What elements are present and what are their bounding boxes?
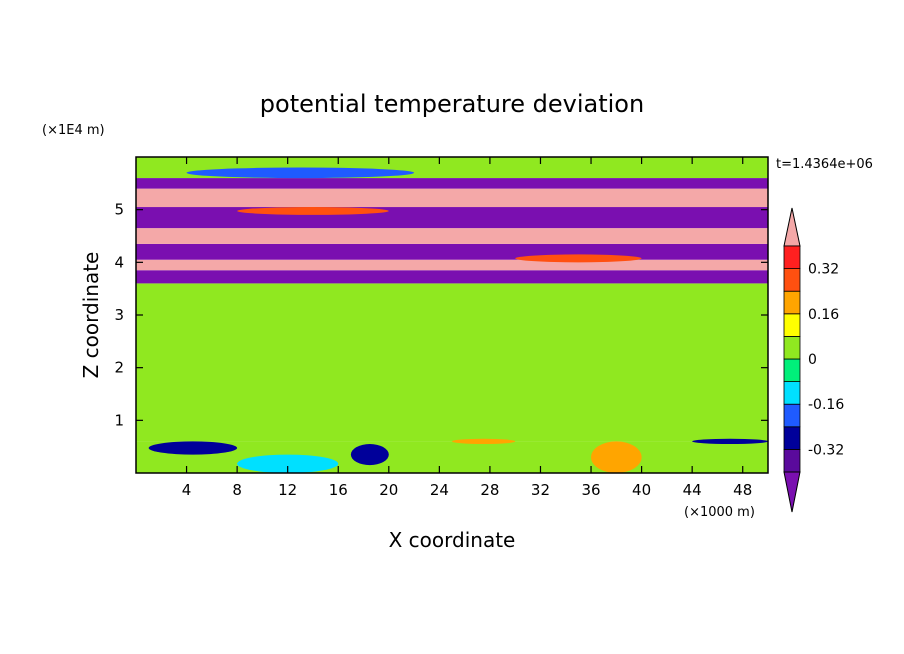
x-tick-label: 4 <box>182 481 192 499</box>
time-label: t=1.4364e+06 <box>776 157 873 172</box>
colorbar-tick-label: 0.16 <box>808 307 839 323</box>
contour-patch-0 <box>148 441 238 455</box>
contour-patch-3 <box>452 438 516 445</box>
contour-patch-2 <box>350 444 389 466</box>
contour-patch-4 <box>591 441 642 473</box>
contour-band-7 <box>136 188 768 208</box>
x-unit-label: (×1000 m) <box>684 505 755 520</box>
colorbar-arrow-top <box>783 207 801 247</box>
x-tick-label: 36 <box>581 481 600 499</box>
colorbar-swatch <box>783 358 801 383</box>
y-tick-label: 2 <box>114 359 124 377</box>
x-tick-label: 48 <box>733 481 752 499</box>
colorbar-swatch <box>783 448 801 473</box>
contour-patch-1 <box>237 454 339 473</box>
x-tick-label: 28 <box>480 481 499 499</box>
colorbar-tick-label: 0.32 <box>808 262 839 278</box>
y-tick-label: 1 <box>114 411 124 429</box>
contour-patch-6 <box>186 167 415 179</box>
contour-patch-5 <box>692 438 768 445</box>
colorbar-swatch <box>783 313 801 337</box>
colorbar-swatch <box>783 268 801 292</box>
colorbar-tick-label: 0 <box>808 352 817 368</box>
contour-patch-7 <box>237 207 389 215</box>
y-axis: 1 2 3 4 5 <box>114 201 768 429</box>
colorbar-tick-label: -0.32 <box>808 442 844 458</box>
y-axis-label: Z coordinate <box>79 252 103 379</box>
x-axis-label: X coordinate <box>389 528 516 552</box>
chart-title: potential temperature deviation <box>260 90 644 118</box>
contour-band-6 <box>136 207 768 229</box>
colorbar-swatch <box>783 335 801 360</box>
colorbar-swatch <box>783 381 801 405</box>
colorbar-tick-label: -0.16 <box>808 397 844 413</box>
x-tick-label: 8 <box>232 481 242 499</box>
colorbar-swatch <box>783 245 801 270</box>
y-unit-label: (×1E4 m) <box>42 123 105 138</box>
x-tick-label: 40 <box>632 481 651 499</box>
x-tick-label: 24 <box>430 481 449 499</box>
y-tick-label: 4 <box>114 253 124 271</box>
y-tick-label: 3 <box>114 306 124 324</box>
colorbar-arrow-bottom <box>783 471 801 513</box>
contour-patch-8 <box>515 254 642 263</box>
colorbar-swatch <box>783 426 801 450</box>
contour-band-8 <box>136 178 768 189</box>
contour-band-3 <box>136 259 768 271</box>
x-tick-label: 32 <box>531 481 550 499</box>
x-axis: 4 8 12 16 20 24 28 32 36 40 44 48 <box>182 157 752 499</box>
plot-area <box>136 157 768 473</box>
x-tick-label: 20 <box>379 481 398 499</box>
x-tick-label: 12 <box>278 481 297 499</box>
colorbar-swatch <box>783 290 801 315</box>
colorbar: -0.32 -0.16 0 0.16 0.32 <box>783 207 844 513</box>
contour-band-1 <box>136 283 768 442</box>
contour-band-0 <box>136 441 768 473</box>
contour-band-5 <box>136 228 768 244</box>
y-tick-label: 5 <box>114 201 124 219</box>
x-tick-label: 44 <box>683 481 702 499</box>
colorbar-swatch <box>783 403 801 428</box>
x-tick-label: 16 <box>329 481 348 499</box>
contour-band-2 <box>136 270 768 284</box>
contour-band-4 <box>136 243 768 260</box>
